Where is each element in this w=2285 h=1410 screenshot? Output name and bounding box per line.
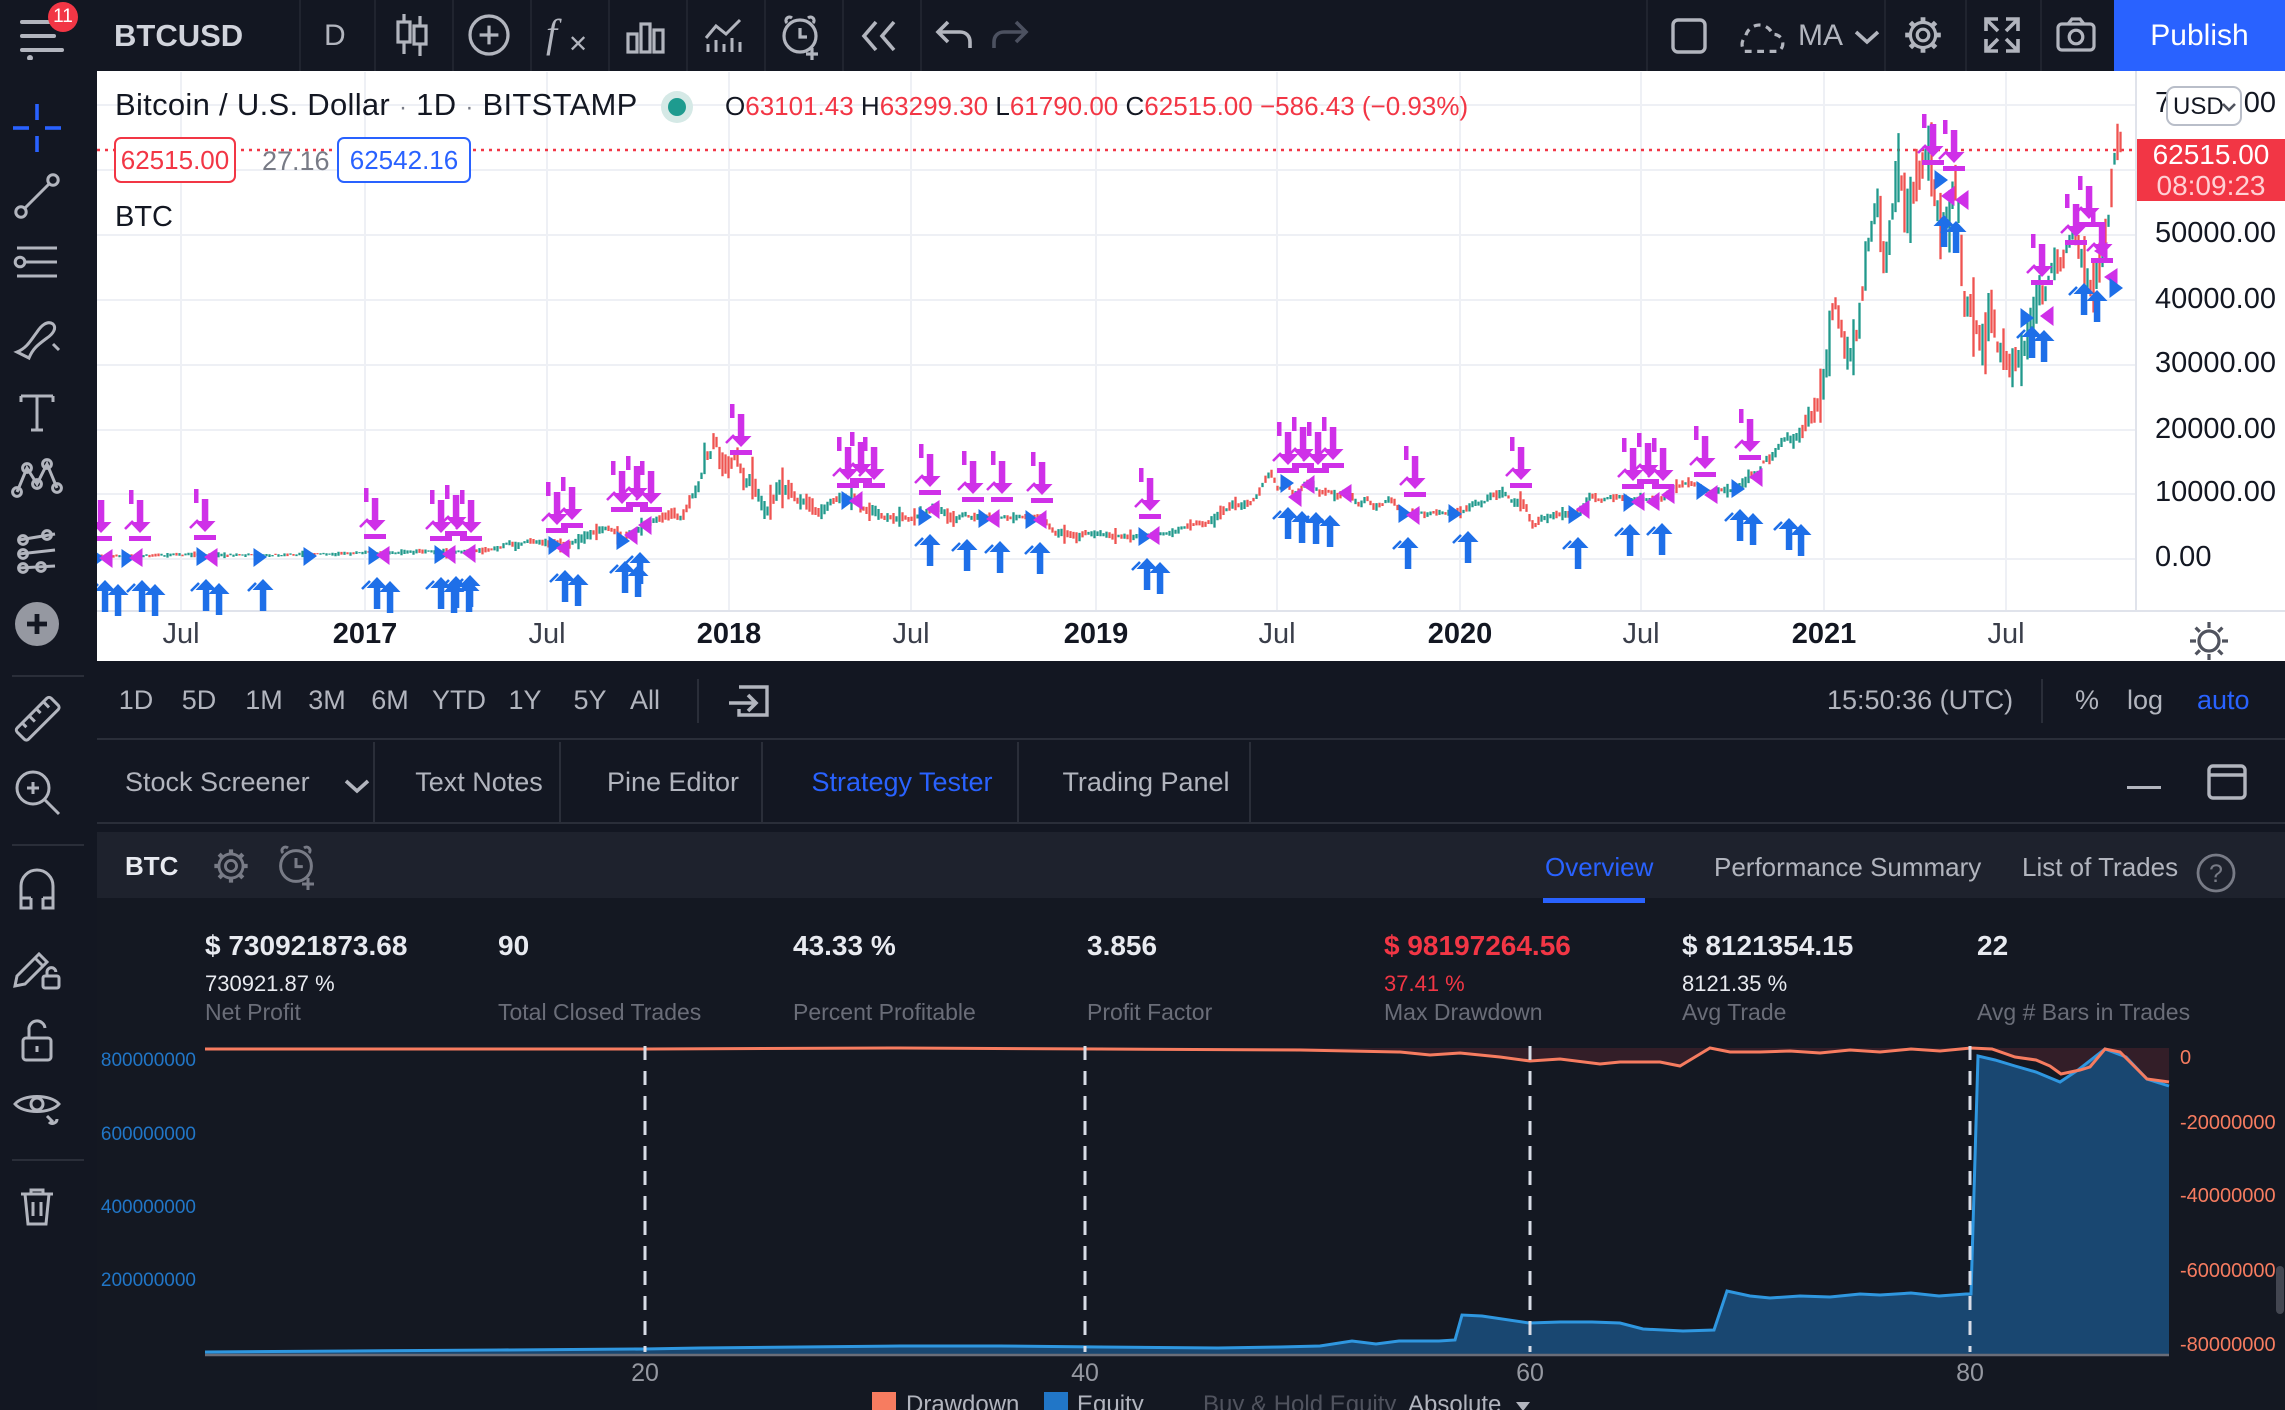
svg-text:-20000000: -20000000 [2180,1112,2276,1134]
svg-text:200000000: 200000000 [101,1270,196,1291]
svg-text:?: ? [2209,860,2223,888]
svg-text:80: 80 [1956,1359,1984,1387]
svg-text:20: 20 [631,1359,659,1387]
svg-text:600000000: 600000000 [101,1124,196,1145]
svg-text:-60000000: -60000000 [2180,1260,2276,1282]
svg-text:40: 40 [1071,1359,1099,1387]
svg-text:Drawdown: Drawdown [906,1391,1019,1410]
svg-text:0: 0 [2180,1047,2191,1069]
svg-text:Buy & Hold Equity: Buy & Hold Equity [1203,1391,1396,1410]
svg-text:-40000000: -40000000 [2180,1185,2276,1207]
svg-text:60: 60 [1516,1359,1544,1387]
svg-text:Absolute: Absolute [1408,1391,1501,1410]
svg-text:Equity: Equity [1077,1391,1144,1410]
svg-text:-80000000: -80000000 [2180,1334,2276,1356]
svg-text:400000000: 400000000 [101,1197,196,1218]
svg-text:800000000: 800000000 [101,1050,196,1071]
